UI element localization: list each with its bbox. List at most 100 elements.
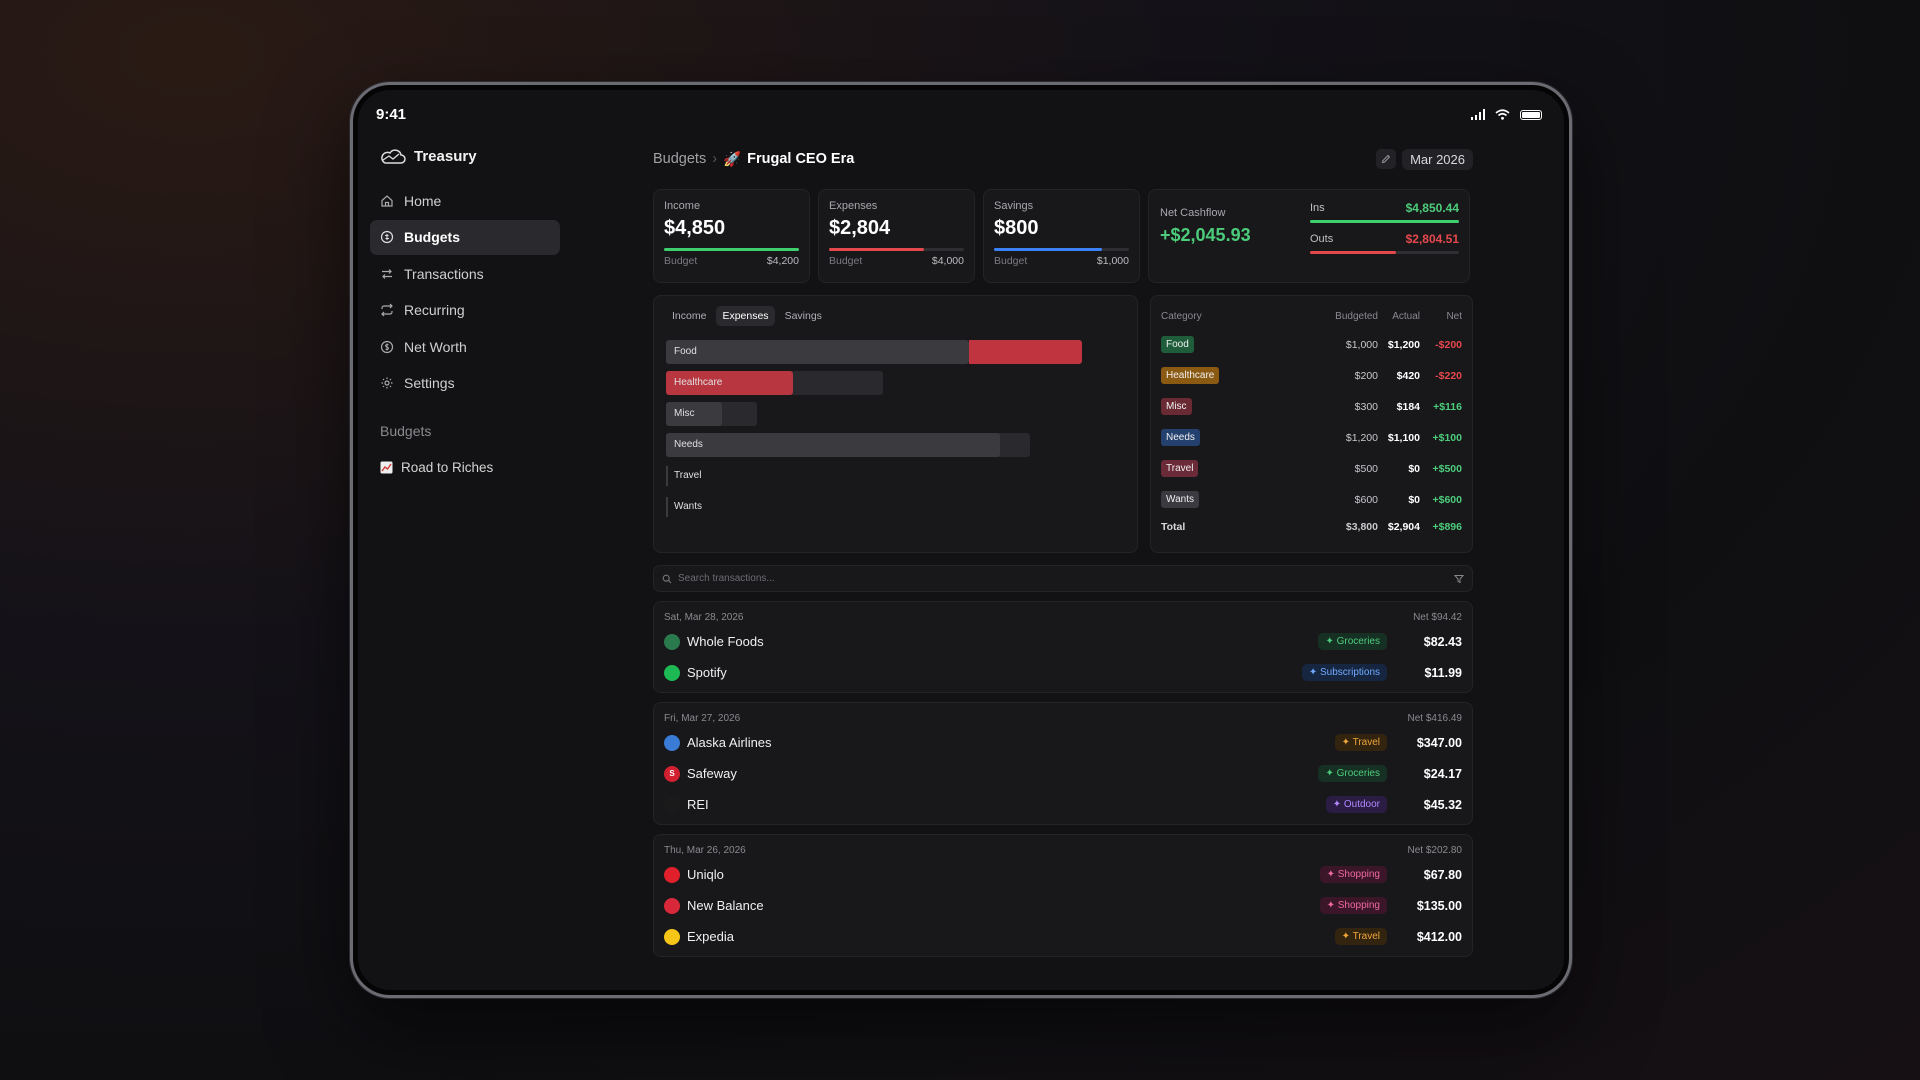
card-label: Income [664,200,701,212]
card-value: $2,804 [829,217,891,239]
group-net: Net $416.49 [1407,712,1463,724]
outs-value: $2,804.51 [1405,232,1459,246]
net-cell: +$600 [1432,493,1463,506]
sidebar-item-label: Net Worth [404,338,467,355]
sidebar-item-budgets[interactable]: Budgets [370,219,560,255]
transaction-row[interactable]: Spotify ✦ Subscriptions $11.99 [664,657,1462,688]
card-footer: Budget $1,000 [994,255,1129,267]
sidebar-item-settings[interactable]: Settings [370,366,560,401]
card-value: $4,850 [664,217,726,239]
sidebar-item-home[interactable]: Home [370,183,560,218]
savings-progress-fill [994,248,1102,251]
category-tag[interactable]: ✦ Shopping [1319,897,1387,914]
transaction-amount: $82.43 [1423,634,1462,649]
income-card[interactable]: Income $4,850 Budget $4,200 [653,189,810,283]
category-cell: Travel [1161,460,1330,477]
bar-row-wants[interactable]: Wants [666,495,1125,519]
outs-bar [1310,251,1459,254]
home-icon [381,194,393,207]
category-bars: Food Healthcare Misc Needs Travel Wants [666,340,1125,519]
expenses-card[interactable]: Expenses $2,804 Budget $4,000 [818,189,975,283]
transaction-row[interactable]: S Safeway ✦ Groceries $24.17 [664,758,1462,789]
transaction-row[interactable]: Expedia ✦ Travel $412.00 [664,921,1462,952]
table-row[interactable]: Travel $500 $0 +$500 [1161,453,1462,484]
transaction-amount: $412.00 [1416,929,1462,944]
category-tag[interactable]: ✦ Shopping [1319,866,1387,883]
net-cashflow-card[interactable]: Net Cashflow +$2,045.93 Ins $4,850.44 Ou… [1148,189,1470,283]
category-tag[interactable]: ✦ Travel [1334,928,1387,945]
bar-row-misc[interactable]: Misc [666,402,1125,426]
edit-button[interactable] [1376,149,1397,169]
bar-row-food[interactable]: Food [666,340,1125,364]
group-header: Sat, Mar 28, 2026 Net $94.42 [664,608,1462,626]
actual-cell: $1,100 [1387,431,1420,444]
transaction-row[interactable]: REI ✦ Outdoor $45.32 [664,789,1462,820]
month-selector[interactable]: Mar 2026 [1402,148,1473,170]
filter-icon[interactable] [1454,574,1464,584]
table-row[interactable]: Food $1,000 $1,200 -$200 [1161,329,1462,360]
tab-savings[interactable]: Savings [784,310,822,322]
category-tag[interactable]: ✦ Travel [1334,734,1387,751]
sidebar-item-recurring[interactable]: Recurring [370,293,560,328]
bar-empty-marker [666,466,668,486]
bar-row-healthcare[interactable]: Healthcare [666,371,1125,395]
transaction-amount: $67.80 [1423,867,1462,882]
sidebar-item-label: Settings [404,375,455,391]
bar-row-needs[interactable]: Needs [666,433,1125,457]
sidebar-item-label: Budgets [404,229,460,245]
table-row[interactable]: Healthcare $200 $420 -$220 [1161,360,1462,391]
breadcrumb-separator: › [712,151,718,167]
table-row[interactable]: Misc $300 $184 +$116 [1161,391,1462,422]
sidebar-item-label: Home [404,192,442,209]
sidebar-item-transactions[interactable]: Transactions [370,256,560,291]
table-row[interactable]: Wants $600 $0 +$600 [1161,484,1462,515]
card-footer: Budget $4,200 [664,255,799,267]
transaction-groups: Sat, Mar 28, 2026 Net $94.42 Whole Foods ✦ … [653,601,1473,957]
transaction-row[interactable]: Alaska Airlines ✦ Travel $347.00 [664,727,1462,758]
breadcrumb-root[interactable]: Budgets [653,151,707,167]
transaction-row[interactable]: Whole Foods ✦ Groceries $82.43 [664,626,1462,657]
sidebar-budget-road-to-riches[interactable]: Road to Riches [370,457,560,479]
merchant-logo-icon [664,734,680,751]
actual-cell: $0 [1408,462,1420,475]
sidebar-item-label: Transactions [404,265,484,282]
outs-row: Outs $2,804.51 [1310,231,1459,247]
category-pill: Food [1161,336,1194,353]
total-actual: $2,904 [1387,521,1420,533]
card-progress [664,248,799,251]
category-tag[interactable]: ✦ Groceries [1318,765,1387,782]
merchant-name: Uniqlo [687,867,724,882]
header-actions: Mar 2026 [1376,148,1473,170]
total-label: Total [1161,521,1186,533]
budgeted-cell: $600 [1354,493,1378,506]
budgeted-cell: $500 [1354,462,1378,475]
transactions-icon [382,268,392,279]
category-tag[interactable]: ✦ Outdoor [1325,796,1387,813]
category-tag[interactable]: ✦ Groceries [1318,633,1387,650]
merchant-logo-icon: S [664,765,680,782]
ins-bar [1310,220,1459,223]
card-foot-value: $1,000 [1096,255,1129,267]
bar-row-travel[interactable]: Travel [666,464,1125,488]
brand[interactable]: Treasury [370,140,560,173]
brand-name: Treasury [414,148,477,165]
net-cell: +$500 [1432,462,1463,475]
category-pill: Travel [1161,460,1199,477]
group-header: Thu, Mar 26, 2026 Net $202.80 [664,841,1462,859]
category-tag[interactable]: ✦ Subscriptions [1301,664,1387,681]
savings-card[interactable]: Savings $800 Budget $1,000 [983,189,1140,283]
search-input[interactable]: Search transactions... [678,573,775,584]
tab-income[interactable]: Income [672,310,707,322]
search-bar[interactable]: Search transactions... [653,565,1473,592]
breadcrumb: Budgets › 🚀 Frugal CEO Era [653,151,854,168]
table-row[interactable]: Needs $1,200 $1,100 +$100 [1161,422,1462,453]
transaction-row[interactable]: Uniqlo ✦ Shopping $67.80 [664,859,1462,890]
sidebar-item-net-worth[interactable]: Net Worth [370,329,560,364]
sidebar-section-title: Budgets [380,422,432,439]
tab-expenses[interactable]: Expenses [716,306,775,326]
card-label: Expenses [829,200,878,212]
budget-panels: Income Expenses Savings Food Healthcare Mi… [653,295,1473,553]
card-progress [829,248,964,251]
merchant-logo-icon [664,928,680,945]
transaction-row[interactable]: New Balance ✦ Shopping $135.00 [664,890,1462,921]
